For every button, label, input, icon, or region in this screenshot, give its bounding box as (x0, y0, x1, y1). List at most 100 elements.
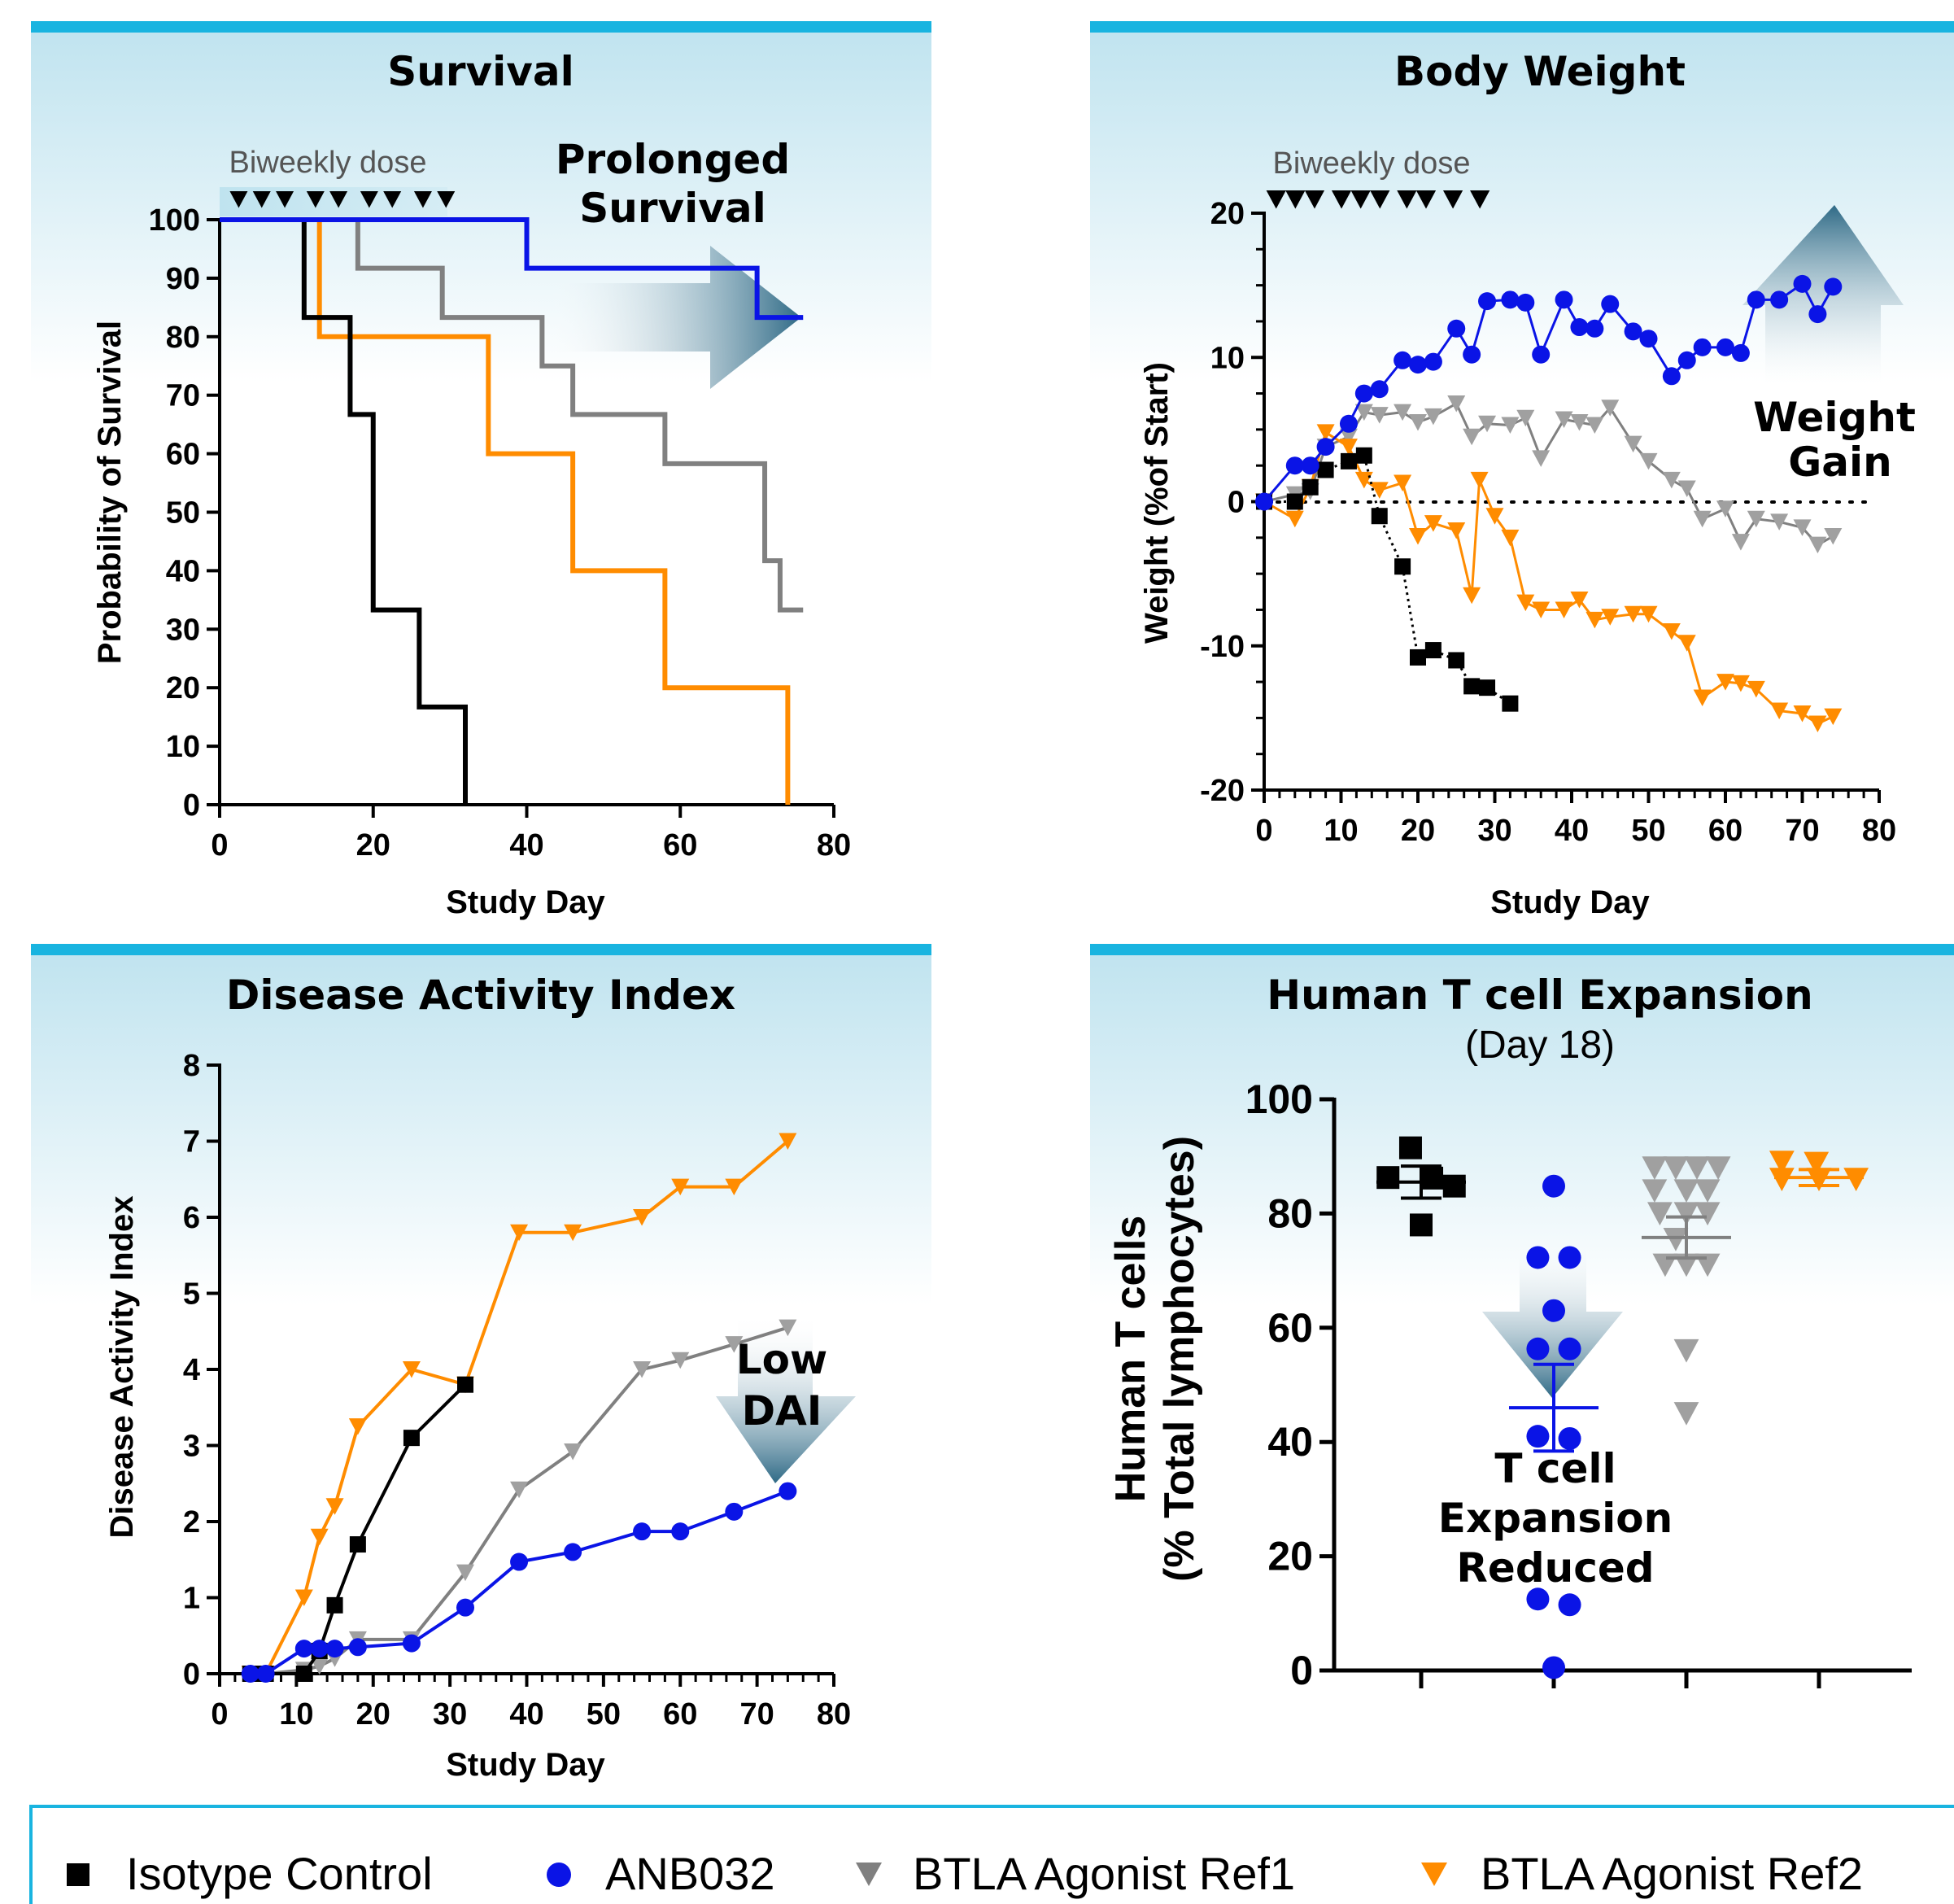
x-tick-label: 10 (1324, 814, 1358, 848)
weight-point-btla-agonist-ref2 (1409, 528, 1427, 545)
tcell-annotation-line-2: Expansion (1438, 1495, 1673, 1542)
weight-point-btla-agonist-ref1 (1463, 428, 1481, 446)
weight-point-btla-agonist-ref2 (1516, 594, 1535, 612)
dai-point-anb032 (456, 1598, 474, 1617)
dai-annotation-line-1: Low (736, 1336, 827, 1383)
tcell-point-anb032 (1526, 1587, 1550, 1611)
t-cell-expansion-chart: Human T cell Expansion (Day 18) 0 20 40 60 8… (1107, 972, 1912, 1693)
tcell-annotation-line-3: Reduced (1456, 1544, 1654, 1592)
dai-point-btla-agonist-ref1 (725, 1336, 744, 1353)
x-tick-label: 40 (509, 1697, 543, 1732)
dai-point-anb032 (325, 1640, 344, 1658)
dose-marker (437, 191, 456, 208)
weight-point-btla-agonist-ref2 (1662, 623, 1681, 640)
x-tick-label: 60 (1708, 814, 1742, 848)
tcell-point-anb032 (1526, 1246, 1550, 1269)
weight-point-btla-agonist-ref1 (1555, 411, 1573, 428)
weight-point-btla-agonist-ref2 (1470, 471, 1489, 489)
x-tick-label: 20 (356, 1697, 390, 1732)
y-tick-label: 100 (149, 203, 200, 238)
weight-point-btla-agonist-ref1 (1770, 513, 1789, 531)
weight-point-anb032 (1532, 345, 1551, 364)
survival-curve-btla-agonist-ref1 (220, 217, 804, 613)
survival-annotation-line-1: Prolonged (556, 136, 790, 183)
weight-point-anb032 (1339, 414, 1358, 433)
tcell-point-anb032 (1558, 1593, 1581, 1617)
dai-point-anb032 (725, 1502, 744, 1521)
triangle-down-marker-icon (856, 1863, 882, 1886)
dai-point-btla-agonist-ref2 (671, 1178, 690, 1196)
dose-marker (329, 191, 348, 208)
survival-curve-isotype-control (220, 217, 468, 805)
weight-point-anb032 (1808, 305, 1827, 324)
weight-point-btla-agonist-ref1 (1693, 510, 1712, 528)
weight-point-btla-agonist-ref1 (1824, 528, 1843, 545)
dose-marker (1266, 190, 1286, 209)
x-tick-label: 80 (817, 1697, 851, 1732)
survival-x-axis-label: Study Day (446, 884, 605, 920)
y-tick-label: 8 (183, 1049, 200, 1083)
dai-point-btla-agonist-ref1 (510, 1481, 529, 1499)
tcell-y-axis-label: Human T cells (1107, 1216, 1154, 1503)
weight-point-btla-agonist-ref2 (1824, 708, 1843, 726)
weight-point-btla-agonist-ref2 (1485, 508, 1504, 525)
dai-point-anb032 (256, 1665, 275, 1683)
y-tick-label: 10 (1210, 341, 1245, 375)
weight-point-btla-agonist-ref1 (1662, 471, 1681, 489)
survival-curve-anb032 (220, 217, 804, 321)
y-tick-label: 1 (183, 1582, 200, 1616)
legend-item-ref2: BTLA Agonist Ref2 (1421, 1848, 1863, 1899)
dai-point-anb032 (671, 1522, 690, 1541)
tcell-point-btla-agonist-ref1 (1673, 1402, 1699, 1426)
weight-point-anb032 (1624, 322, 1642, 341)
weight-point-btla-agonist-ref1 (1532, 450, 1551, 467)
tcell-point-btla-agonist-ref2 (1843, 1168, 1869, 1191)
tcell-point-btla-agonist-ref1 (1694, 1179, 1721, 1203)
dose-marker (1331, 190, 1352, 209)
x-tick-label: 80 (817, 828, 851, 862)
tcell-point-btla-agonist-ref1 (1647, 1202, 1673, 1226)
weight-point-isotype-control (1317, 461, 1334, 478)
legend-label-isotype: Isotype Control (126, 1848, 433, 1899)
weight-point-btla-agonist-ref2 (1501, 529, 1520, 547)
y-tick-label: 4 (183, 1353, 200, 1387)
tcell-point-btla-agonist-ref1 (1642, 1156, 1668, 1180)
y-tick-label: -10 (1200, 630, 1245, 664)
weight-point-anb032 (1639, 330, 1658, 348)
tcell-point-btla-agonist-ref1 (1673, 1202, 1699, 1226)
y-tick-label: 70 (166, 379, 200, 413)
weight-point-btla-agonist-ref2 (1316, 424, 1335, 441)
weight-point-btla-agonist-ref2 (1394, 474, 1412, 491)
weight-point-btla-agonist-ref2 (1463, 587, 1481, 605)
panel-backgrounds (31, 21, 1954, 1305)
legend: Isotype Control ANB032 BTLA Agonist Ref1… (29, 1805, 1954, 1904)
weight-point-anb032 (1555, 290, 1573, 309)
x-tick-label: 30 (1477, 814, 1511, 848)
y-tick-label: 30 (166, 613, 200, 647)
weight-point-btla-agonist-ref1 (1409, 414, 1427, 431)
dose-marker (1304, 190, 1325, 209)
weight-point-anb032 (1824, 277, 1843, 296)
dai-point-btla-agonist-ref2 (779, 1133, 797, 1150)
weight-point-anb032 (1716, 338, 1734, 356)
weight-point-btla-agonist-ref2 (1285, 510, 1304, 528)
dai-line-btla-agonist-ref2 (250, 1139, 789, 1675)
weight-point-btla-agonist-ref2 (1624, 605, 1642, 623)
weight-point-btla-agonist-ref1 (1370, 407, 1389, 424)
weight-point-anb032 (1793, 274, 1812, 293)
tcell-subtitle: (Day 18) (1465, 1024, 1615, 1067)
weight-point-isotype-control (1502, 695, 1519, 712)
weight-point-isotype-control (1371, 508, 1388, 525)
legend-item-isotype: Isotype Control (67, 1848, 433, 1899)
weight-point-btla-agonist-ref2 (1354, 471, 1373, 489)
tcell-point-btla-agonist-ref1 (1642, 1179, 1668, 1203)
weight-point-btla-agonist-ref1 (1424, 408, 1442, 426)
tcell-point-btla-agonist-ref1 (1705, 1156, 1731, 1180)
tcell-point-anb032 (1558, 1246, 1581, 1269)
dose-marker (276, 191, 294, 208)
tcell-point-btla-agonist-ref1 (1673, 1179, 1699, 1203)
y-tick-label: 0 (183, 1657, 200, 1692)
legend-item-anb032: ANB032 (547, 1848, 775, 1899)
dai-point-btla-agonist-ref2 (325, 1498, 344, 1515)
